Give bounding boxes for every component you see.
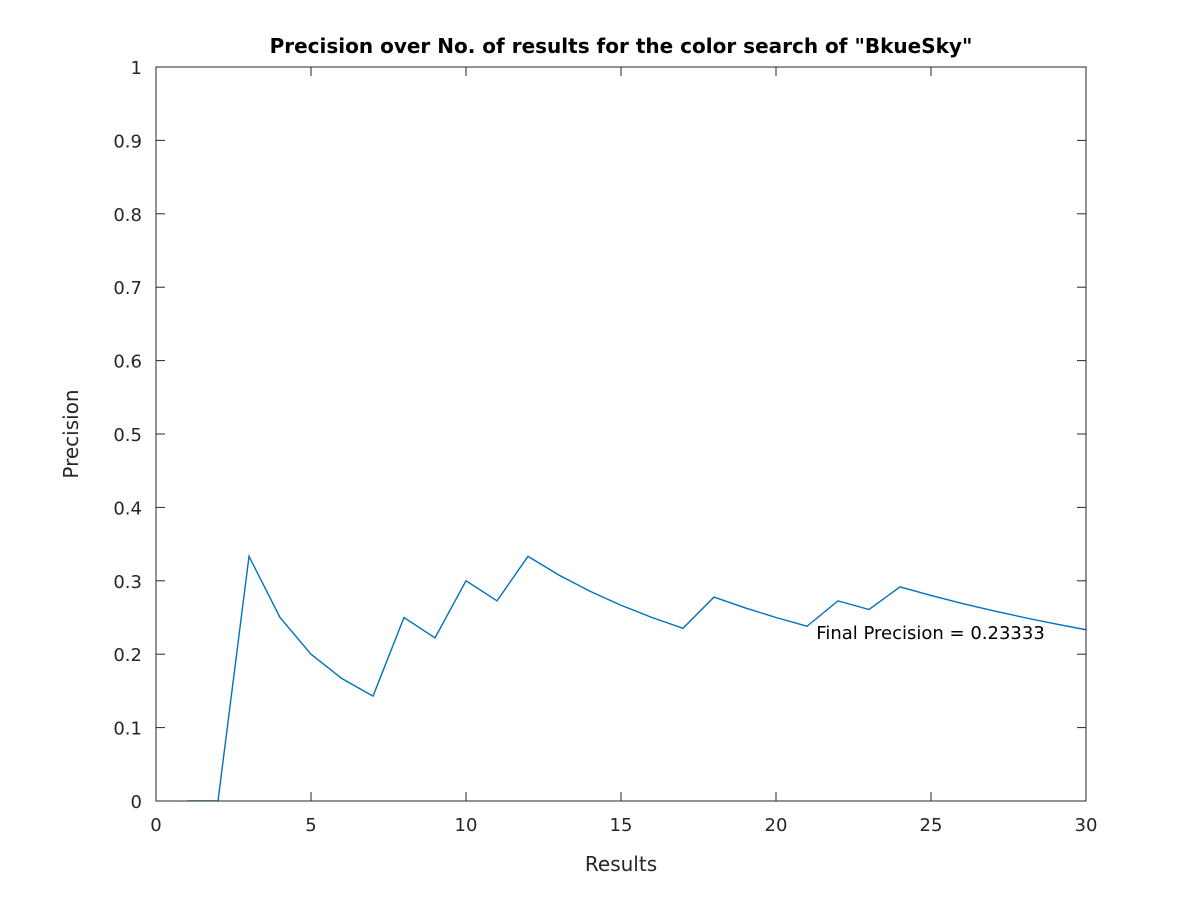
y-tick-label: 0.8 [113, 205, 142, 226]
y-tick-label: 0 [131, 792, 142, 813]
x-tick-label: 30 [1075, 815, 1098, 836]
x-tick-label: 25 [920, 815, 943, 836]
y-tick-label: 0.7 [113, 278, 142, 299]
x-tick-label: 15 [610, 815, 633, 836]
x-tick-label: 0 [150, 815, 161, 836]
y-tick-label: 0.1 [113, 719, 142, 740]
y-tick-label: 0.3 [113, 572, 142, 593]
x-tick-label: 20 [765, 815, 788, 836]
y-tick-label: 0.6 [113, 352, 142, 373]
x-axis-label: Results [585, 852, 657, 876]
y-axis-label: Precision [59, 389, 83, 478]
y-tick-label: 0.5 [113, 425, 142, 446]
y-tick-label: 0.9 [113, 131, 142, 152]
x-tick-label: 10 [455, 815, 478, 836]
x-tick-label: 5 [305, 815, 316, 836]
plot-area-frame [155, 66, 1087, 802]
final-precision-annotation: Final Precision = 0.23333 [816, 623, 1044, 644]
y-tick-label: 0.4 [113, 498, 142, 519]
precision-series-line [187, 554, 1086, 801]
y-tick-label: 1 [131, 58, 142, 79]
y-tick-label: 0.2 [113, 645, 142, 666]
chart-title: Precision over No. of results for the co… [270, 34, 973, 58]
